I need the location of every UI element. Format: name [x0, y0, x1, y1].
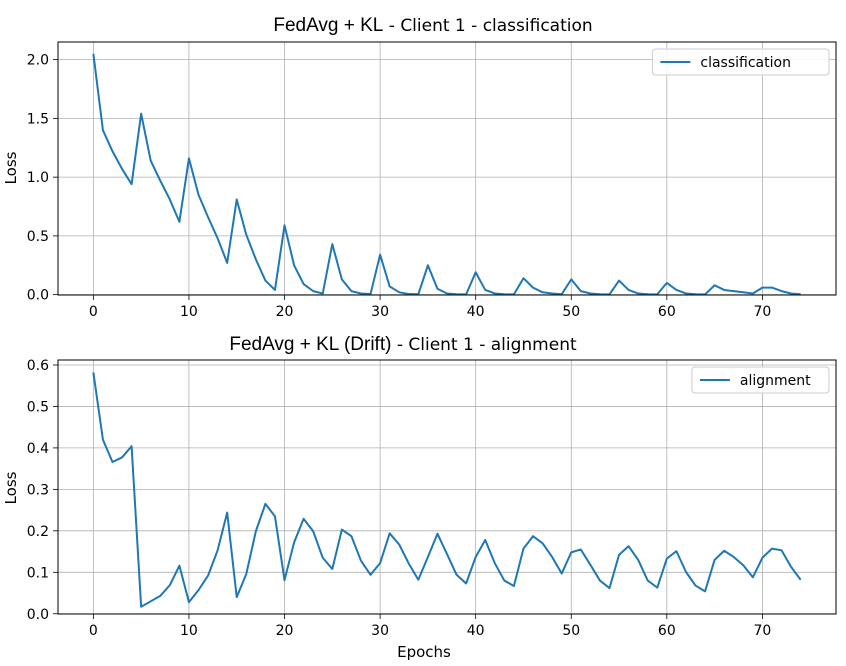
axes-frame	[57, 359, 837, 615]
chart-title: FedAvg + KL (Drift) - Client 1 - alignme…	[229, 334, 577, 355]
y-axis-label: Loss	[2, 151, 20, 184]
chart-title-rest: - Client 1 - alignment	[391, 335, 577, 355]
axes-frame	[57, 41, 837, 296]
x-tick-label: 70	[753, 623, 771, 639]
legend-box	[691, 366, 830, 394]
y-tick-label: 0.0	[27, 288, 49, 304]
y-tick-label: 0.4	[27, 441, 49, 457]
x-tick-label: 20	[276, 304, 294, 320]
plot-area: 0 10 20 30 40 50 60 70 0.0 0.5 1.0 1.5 2.0 classifica…	[27, 41, 837, 320]
plot-area: 0 10 20 30 40 50 60 70 0.0 0.1 0.2 0.3 0.4 0.5 0.6 alig…	[27, 358, 837, 639]
x-tick-label: 10	[180, 623, 198, 639]
y-tick-label: 0.1	[27, 565, 49, 581]
classification-panel: FedAvg + KL - Client 1 - classification …	[2, 15, 837, 320]
y-axis-label: Loss	[2, 471, 20, 504]
chart-title-main: FedAvg + KL (Drift)	[229, 334, 391, 355]
y-tick-label: 0.0	[27, 607, 49, 623]
x-tick-label: 50	[562, 623, 580, 639]
x-tick-label: 40	[467, 304, 485, 320]
y-tick-label: 0.5	[27, 229, 49, 245]
alignment-panel: FedAvg + KL (Drift) - Client 1 - alignme…	[2, 334, 837, 661]
y-tick-label: 1.0	[27, 170, 49, 186]
x-tick-label: 50	[562, 304, 580, 320]
y-tick-label: 2.0	[27, 53, 49, 69]
y-tick-label: 0.6	[27, 358, 49, 374]
x-tick-label: 30	[371, 623, 389, 639]
legend-label: alignment	[740, 373, 811, 389]
chart-title-main: FedAvg + KL	[273, 15, 383, 36]
x-tick-label: 60	[658, 304, 676, 320]
legend: alignment	[691, 366, 830, 394]
x-axis-label: Epochs	[397, 643, 451, 661]
series-line-alignment	[92, 372, 802, 608]
x-tick-label: 0	[89, 623, 98, 639]
y-tick-label: 0.5	[27, 399, 49, 415]
x-tick-label: 0	[89, 304, 98, 320]
legend-box	[651, 48, 830, 76]
y-tick-label: 0.3	[27, 482, 49, 498]
legend-label: classification	[700, 55, 791, 71]
x-tick-label: 60	[658, 623, 676, 639]
chart-title: FedAvg + KL - Client 1 - classification	[273, 15, 592, 36]
y-tick-label: 0.2	[27, 524, 49, 540]
chart-title-rest: - Client 1 - classification	[383, 16, 592, 36]
x-tick-label: 70	[753, 304, 771, 320]
legend: classification	[651, 48, 830, 76]
series-line-classification	[92, 53, 801, 296]
x-tick-label: 10	[180, 304, 198, 320]
x-tick-label: 30	[371, 304, 389, 320]
x-tick-label: 40	[467, 623, 485, 639]
y-tick-label: 1.5	[27, 111, 49, 127]
x-tick-label: 20	[276, 623, 294, 639]
